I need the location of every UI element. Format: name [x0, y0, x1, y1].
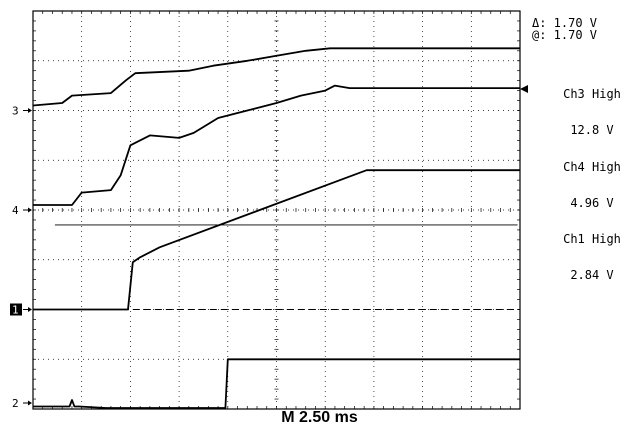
ch4-marker-arrow-icon	[28, 207, 32, 213]
ch1-level-marker[interactable]: 1	[12, 304, 19, 317]
ch2-marker-arrow-icon	[28, 400, 32, 406]
trace-ch3	[32, 47, 520, 107]
ch2-level-marker[interactable]: 2	[12, 397, 19, 410]
traces	[32, 47, 520, 409]
ch4-readout-value: 4.96 V	[570, 196, 614, 210]
cursor-at-readout: @: 1.70 V	[532, 28, 598, 42]
ch1-readout: Ch1 High 2.84 V	[548, 209, 636, 293]
ch3-marker-arrow-icon	[28, 108, 32, 113]
ch3-level-marker[interactable]: 3	[12, 105, 19, 118]
ch1-marker-arrow-icon	[28, 307, 32, 312]
trace-ch4	[33, 84, 520, 206]
trigger-level-marker[interactable]	[520, 85, 528, 93]
timebase-readout: M 2.50 ms	[281, 409, 358, 426]
reference-lines	[54, 224, 520, 310]
trace-ch1	[33, 169, 520, 311]
trace-ch2	[33, 358, 520, 409]
cursor-delta-readout: Δ: 1.70 V	[532, 16, 598, 30]
channel-markers: 3 4 1 2	[10, 105, 32, 410]
plot-border	[32, 10, 521, 410]
ch3-readout-label: Ch3 High	[563, 87, 621, 101]
ch4-readout: Ch4 High 4.96 V	[548, 137, 636, 221]
ch4-level-marker[interactable]: 4	[12, 204, 19, 217]
ch3-readout-value: 12.8 V	[570, 123, 614, 137]
graticule	[32, 10, 521, 410]
ch4-readout-label: Ch4 High	[563, 160, 621, 174]
ch3-readout: Ch3 High 12.8 V	[548, 64, 636, 148]
ch1-marker-box	[10, 303, 22, 316]
ch1-readout-label: Ch1 High	[563, 232, 621, 246]
ch1-readout-value: 2.84 V	[570, 268, 614, 282]
